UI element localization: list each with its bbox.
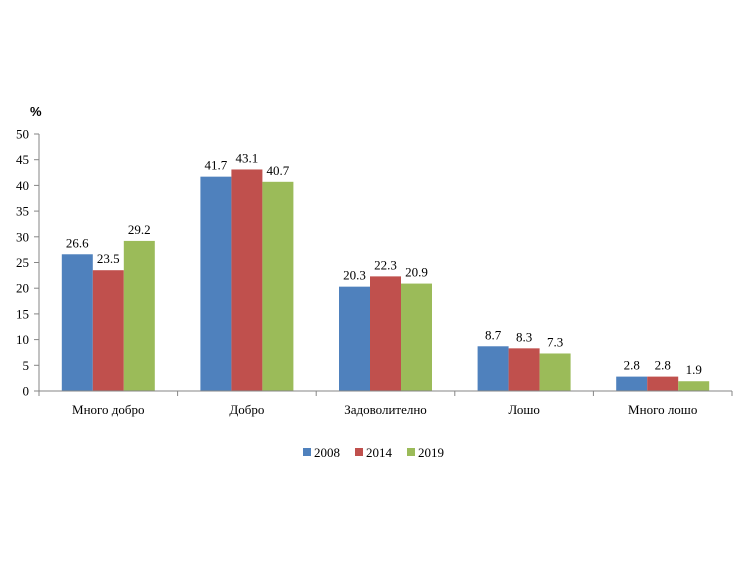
y-tick-label: 30: [16, 229, 29, 244]
y-tick-label: 5: [23, 358, 30, 373]
y-tick-label: 45: [16, 152, 29, 167]
bar-2014: [647, 376, 679, 391]
y-unit-label: %: [30, 104, 42, 119]
bar-2019: [262, 181, 294, 391]
data-label: 20.9: [405, 265, 428, 280]
bars: [61, 169, 710, 391]
y-tick-label: 0: [23, 384, 30, 399]
category-label: Лошо: [508, 402, 540, 417]
category-label: Задоволително: [344, 402, 427, 417]
y-tick-label: 15: [16, 306, 29, 321]
legend: 2008 2014 2019: [303, 445, 444, 460]
data-label: 1.9: [686, 362, 702, 377]
y-tick-label: 25: [16, 255, 29, 270]
bar-2014: [370, 276, 401, 391]
bar-2019: [678, 381, 710, 391]
bar-2008: [200, 176, 232, 391]
bar-2014: [92, 270, 124, 391]
y-axis: 0 5 10 15 20 25 30 35 40 45 50: [16, 127, 40, 399]
x-axis: Много добро Добро Задоволително Лошо Много л…: [38, 390, 733, 417]
data-label: 20.3: [343, 268, 366, 283]
data-label: 2.8: [624, 358, 640, 373]
bar-2008: [339, 286, 370, 391]
legend-swatch-2019: [407, 448, 415, 456]
y-tick-label: 20: [16, 281, 29, 296]
data-label: 22.3: [374, 257, 397, 272]
bar-2019: [401, 283, 432, 391]
legend-label: 2008: [314, 445, 340, 460]
data-label: 8.7: [485, 327, 502, 342]
data-label: 8.3: [516, 329, 532, 344]
y-tick-label: 10: [16, 332, 29, 347]
data-labels: 26.6 23.5 29.2 41.7 43.1 40.7 20.3 22.3 20.9 8.7 8…: [66, 150, 702, 377]
legend-swatch-2008: [303, 448, 311, 456]
bar-2019: [539, 353, 571, 391]
bar-2008: [61, 254, 93, 391]
data-label: 23.5: [97, 251, 120, 266]
y-tick-label: 35: [16, 204, 29, 219]
data-label: 40.7: [267, 163, 290, 178]
legend-swatch-2014: [355, 448, 363, 456]
bar-2008: [477, 346, 509, 391]
data-label: 29.2: [128, 222, 151, 237]
legend-label: 2014: [366, 445, 393, 460]
y-tick-label: 40: [16, 178, 29, 193]
data-label: 41.7: [205, 158, 228, 173]
data-label: 2.8: [655, 358, 671, 373]
legend-label: 2019: [418, 445, 444, 460]
bar-2014: [508, 348, 540, 391]
bar-2008: [616, 376, 648, 391]
bar-2019: [123, 240, 155, 391]
category-label: Много лошо: [628, 402, 697, 417]
y-tick-label: 50: [16, 127, 29, 142]
data-label: 7.3: [547, 334, 563, 349]
bar-2014: [231, 169, 263, 391]
data-label: 26.6: [66, 235, 89, 250]
category-label: Много добро: [72, 402, 145, 417]
data-label: 43.1: [236, 150, 259, 165]
category-label: Добро: [229, 402, 264, 417]
